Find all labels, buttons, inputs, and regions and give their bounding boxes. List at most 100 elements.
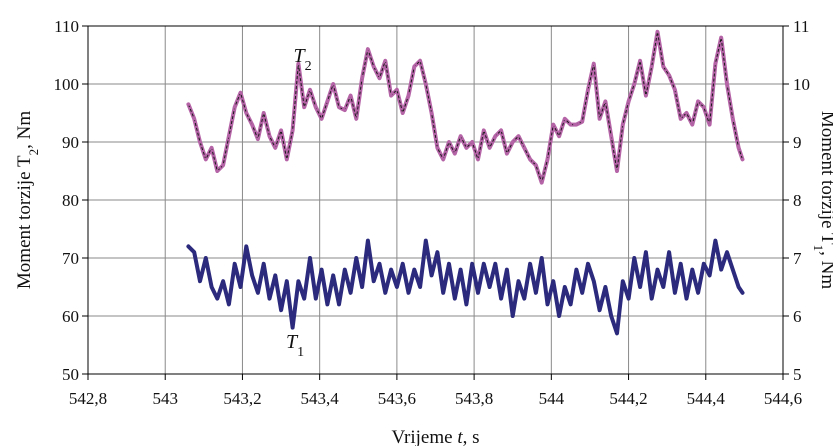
series-t1-point (331, 273, 335, 277)
x-tick-label: 544,2 (609, 389, 647, 408)
series-t2-point (574, 123, 579, 127)
series-t2-point (638, 59, 642, 63)
left-tick-label: 60 (62, 307, 79, 326)
series-t2-point (737, 146, 741, 150)
series-t2-point (320, 117, 324, 121)
series-t2-point (221, 163, 225, 167)
series-t2-point (731, 117, 735, 121)
right-tick-label: 7 (793, 249, 802, 268)
series-t2-point (406, 94, 411, 98)
series-t2-point (325, 99, 329, 103)
series-t1-point (354, 256, 358, 260)
series-t1-point (360, 285, 364, 289)
series-t2-point (273, 146, 277, 150)
series-t2-point (740, 157, 745, 161)
left-tick-label: 100 (54, 75, 80, 94)
series-t2-point (233, 105, 237, 109)
right-tick-label: 9 (793, 133, 802, 152)
series-t1-point (186, 244, 190, 248)
series-t1-point (731, 268, 735, 272)
series-t1-point (708, 273, 712, 277)
x-tick-label: 544,6 (764, 389, 802, 408)
series-t1-point (383, 291, 387, 295)
series-t2-point (435, 146, 439, 150)
series-t1-point (424, 239, 428, 243)
series-t1-point (655, 268, 660, 272)
series-t2-point (528, 157, 532, 161)
series-t2-point (215, 169, 219, 173)
x-tick-label: 544 (539, 389, 565, 408)
series-t2-line (186, 29, 745, 185)
series-t2-point (603, 99, 608, 103)
series-t2-point (679, 117, 683, 121)
series-t1-point (464, 302, 468, 306)
series-t1-point (632, 256, 636, 260)
left-tick-label: 110 (54, 17, 79, 36)
series-t2-point (447, 140, 451, 144)
series-t1-point (302, 297, 306, 301)
series-t2-point (493, 134, 497, 138)
series-t2-point (545, 157, 550, 161)
series-t1-point (516, 279, 521, 283)
series-t2-point (557, 134, 561, 138)
series-t1-point (210, 285, 214, 289)
series-t2-point (441, 157, 445, 161)
series-t1-point (488, 285, 492, 289)
series-t2-point (673, 88, 677, 92)
series-t1-point (719, 268, 723, 272)
x-axis-ticks: 542,8 543 543,2 543,4 543,6 543,8 544 544,2 544,… (69, 374, 802, 408)
series-t1-point (366, 239, 370, 243)
series-t1-point (563, 285, 567, 289)
series-t2-point (540, 181, 544, 185)
series-t1-point (337, 302, 341, 306)
series-t2-point (690, 123, 694, 127)
series-t1-point (349, 291, 353, 295)
series-t2-point (488, 146, 492, 150)
left-axis-label: Moment torzije T2, Nm (14, 111, 41, 289)
right-tick-label: 6 (793, 307, 802, 326)
right-tick-label: 11 (793, 17, 809, 36)
left-tick-label: 70 (62, 249, 79, 268)
series-t1-point (545, 302, 550, 306)
series-t1-point (696, 291, 700, 295)
right-axis-ticks: 5 6 7 8 9 10 11 (783, 17, 810, 384)
series-label-t2: T2 (294, 45, 312, 74)
x-tick-label: 543,4 (301, 389, 340, 408)
series-t1-point (644, 250, 648, 254)
series-t2-point (204, 157, 208, 161)
series-t1-point (441, 291, 445, 295)
series-t2-point (586, 88, 590, 92)
series-t2-point (418, 59, 422, 63)
series-t1-point (740, 291, 745, 295)
series-t1-point (308, 256, 312, 260)
series-t1-point (447, 262, 451, 266)
series-t1-point (673, 291, 677, 295)
series-t2-point (655, 30, 660, 34)
series-t2-point (632, 82, 636, 86)
x-tick-label: 543,2 (223, 389, 261, 408)
series-t2-point (395, 88, 399, 92)
series-t2-point (383, 59, 387, 63)
series-t2-point (516, 134, 521, 138)
series-t1-point (198, 279, 202, 283)
series-t2-point (198, 140, 202, 144)
series-t1-point (279, 308, 283, 312)
series-t2-point (331, 82, 335, 86)
series-t2-point (210, 146, 214, 150)
series-t1-point (453, 297, 457, 301)
series-t2-point (505, 152, 509, 156)
series-t1-point (296, 279, 300, 283)
series-t1-point (233, 262, 237, 266)
series-t1-point (192, 250, 196, 254)
x-axis-label: Vrijeme t, s (391, 427, 479, 446)
x-tick-label: 542,8 (69, 389, 107, 408)
series-t1-point (372, 279, 376, 283)
series-t2-point (227, 134, 231, 138)
series-t1-line (186, 238, 745, 336)
series-t2-point (592, 62, 596, 66)
series-t2-point (598, 117, 602, 121)
series-t2-point (279, 128, 283, 132)
series-t1-point (314, 297, 318, 301)
series-t2-point (627, 99, 631, 103)
series-t1-point (395, 285, 399, 289)
